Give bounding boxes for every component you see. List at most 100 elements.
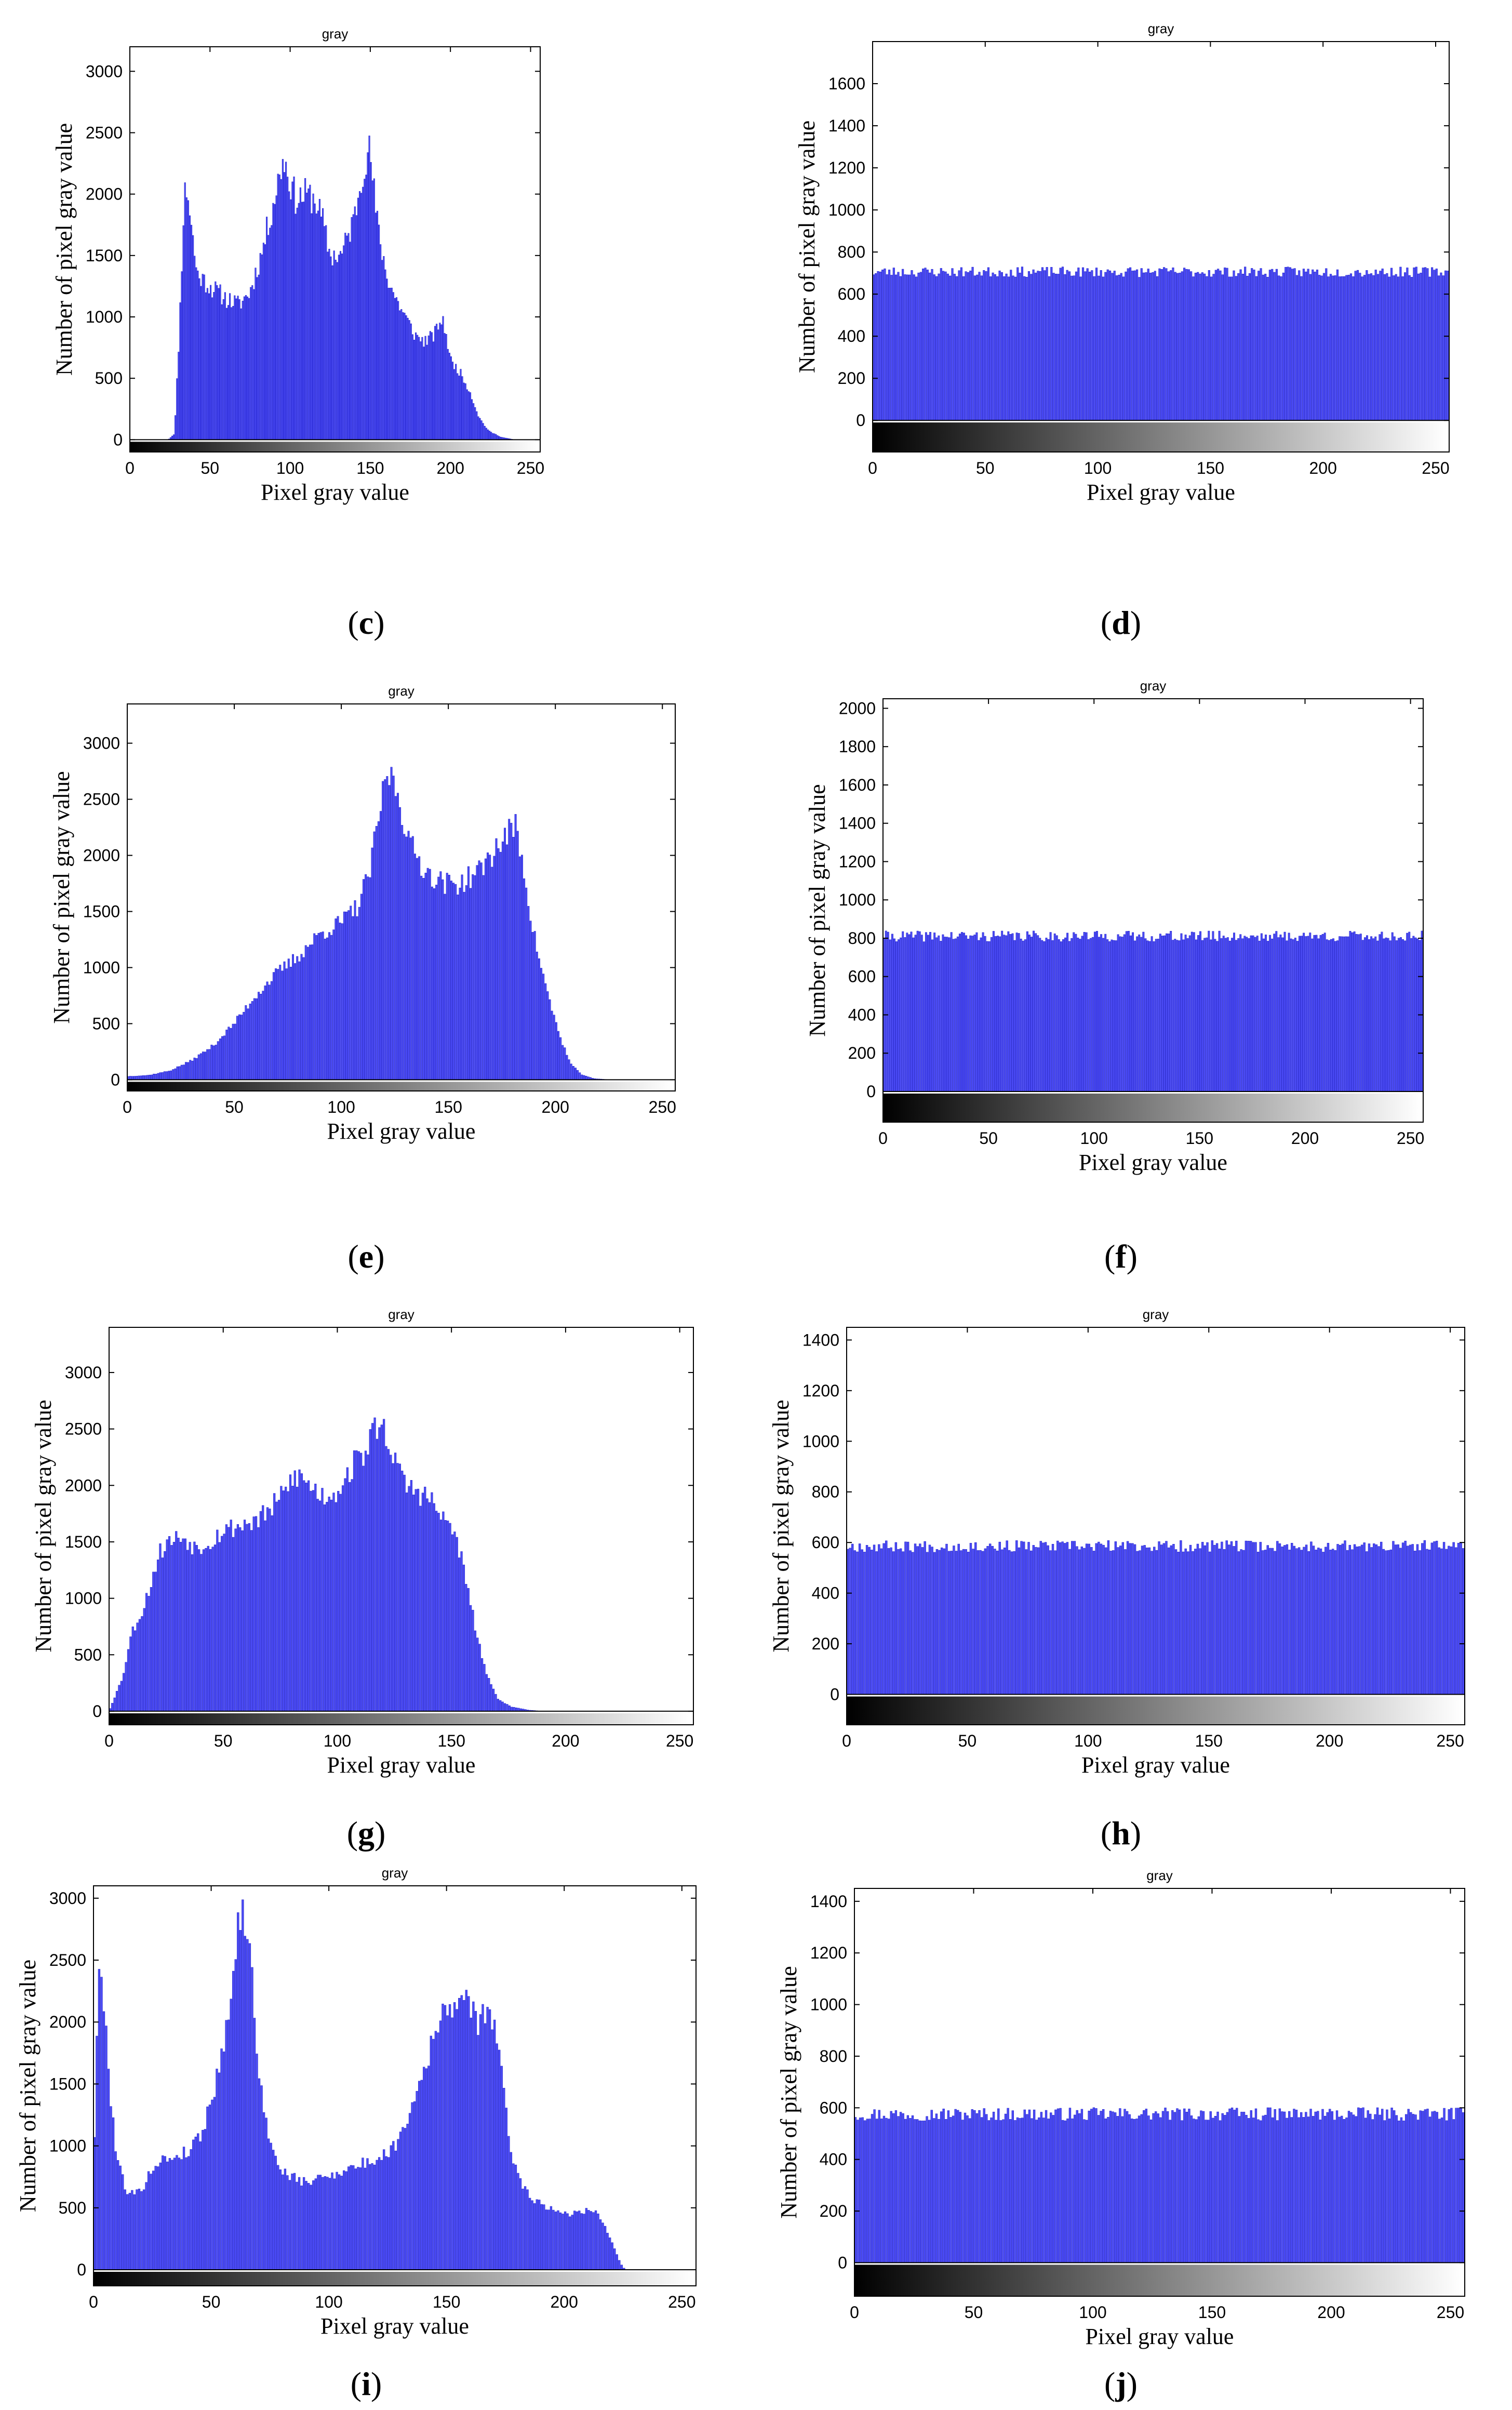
bar-e-110 [363,879,365,1080]
bar-i-181 [519,2178,522,2270]
bar-h-9 [868,1547,871,1695]
bar-d-227 [1383,274,1386,421]
bar-j-60 [997,2108,1000,2263]
xtick-label-g-0: 0 [104,1732,114,1750]
bar-h-178 [1276,1541,1279,1695]
bar-e-183 [518,856,521,1080]
bar-j-19 [899,2112,902,2263]
axes-frame-g [109,1327,694,1725]
ytick-label-g-2500: 2500 [65,1420,102,1439]
xtick-label-e-150: 150 [434,1098,462,1116]
bar-f-89 [1071,938,1073,1092]
bar-d-252 [1440,272,1442,421]
bar-f-80 [1051,940,1054,1092]
bar-f-39 [965,935,968,1092]
bar-d-134 [1174,272,1176,421]
bar-c-119 [320,217,323,440]
xtick-label-i-50: 50 [202,2293,221,2311]
bar-i-161 [472,2001,475,2270]
bar-i-114 [362,2158,364,2270]
bar-g-96 [328,1496,330,1712]
bar-d-74 [1039,271,1041,421]
bar-h-190 [1305,1544,1308,1695]
bar-g-71 [271,1515,273,1712]
bar-i-213 [594,2210,597,2270]
bar-d-208 [1341,276,1343,421]
bar-f-26 [938,935,940,1092]
chart-title-g: gray [388,1307,414,1322]
bar-d-60 [1007,276,1010,421]
bar-e-69 [275,968,277,1080]
bar-g-6 [123,1673,125,1712]
bar-d-164 [1241,274,1244,421]
bar-c-149 [368,136,370,440]
bar-j-141 [1190,2115,1193,2263]
bar-j-4 [864,2120,866,2263]
bar-e-113 [369,877,371,1080]
bar-h-186 [1295,1548,1298,1695]
bar-i-49 [208,2105,211,2270]
bar-g-162 [478,1644,481,1712]
bar-h-135 [1172,1544,1175,1695]
bar-h-205 [1341,1543,1344,1695]
bar-g-129 [403,1474,406,1712]
bar-j-41 [952,2115,955,2263]
bar-e-5 [138,1075,140,1080]
bar-g-122 [387,1449,390,1712]
bar-c-131 [339,251,342,440]
bar-i-224 [620,2265,623,2270]
bar-j-82 [1050,2112,1052,2263]
bar-i-123 [383,2149,385,2270]
bar-f-22 [929,932,932,1092]
ytick-label-g-500: 500 [74,1645,102,1664]
bar-d-170 [1255,276,1257,421]
bar-h-73 [1023,1541,1025,1695]
bar-h-109 [1109,1551,1112,1695]
bar-d-198 [1318,275,1321,421]
bar-h-164 [1242,1550,1245,1695]
bar-c-192 [437,329,439,440]
bar-f-12 [908,934,911,1092]
bar-d-61 [1010,270,1012,421]
bar-j-139 [1185,2112,1188,2263]
bar-g-161 [476,1637,479,1712]
bar-d-94 [1084,271,1087,421]
xtick-label-c-100: 100 [276,459,304,477]
bar-g-37 [193,1541,196,1712]
bar-j-78 [1040,2112,1043,2263]
bar-c-148 [367,152,369,440]
bar-d-116 [1133,270,1136,421]
bar-e-61 [258,992,260,1080]
x-axis-label-i: Pixel gray value [320,2313,469,2339]
bar-j-126 [1155,2111,1157,2263]
bar-h-110 [1112,1550,1115,1695]
bar-d-179 [1275,269,1278,421]
xtick-label-f-50: 50 [979,1129,998,1148]
bar-f-215 [1336,940,1339,1092]
bar-e-124 [392,776,395,1080]
bar-h-78 [1035,1547,1037,1695]
bar-i-60 [234,1959,237,2270]
bar-h-159 [1230,1541,1233,1695]
bar-d-95 [1086,268,1089,421]
xtick-label-g-150: 150 [437,1732,465,1750]
x-axis-label-c: Pixel gray value [261,480,409,505]
bar-h-62 [996,1550,999,1695]
bar-f-114 [1123,934,1126,1092]
bar-d-203 [1329,274,1332,421]
bar-g-114 [369,1429,371,1712]
bar-d-210 [1345,275,1348,421]
bar-d-121 [1145,272,1147,421]
bar-j-103 [1100,2111,1102,2263]
bar-d-237 [1406,268,1409,421]
bar-f-144 [1186,938,1189,1092]
bar-h-84 [1049,1550,1052,1695]
bar-d-161 [1235,276,1237,421]
bar-j-131 [1166,2111,1169,2263]
bar-c-123 [327,251,329,440]
bar-i-163 [477,2035,479,2270]
bar-e-28 [187,1062,190,1080]
bar-j-202 [1335,2110,1339,2263]
bar-h-115 [1124,1549,1127,1695]
bar-c-48 [206,288,208,440]
